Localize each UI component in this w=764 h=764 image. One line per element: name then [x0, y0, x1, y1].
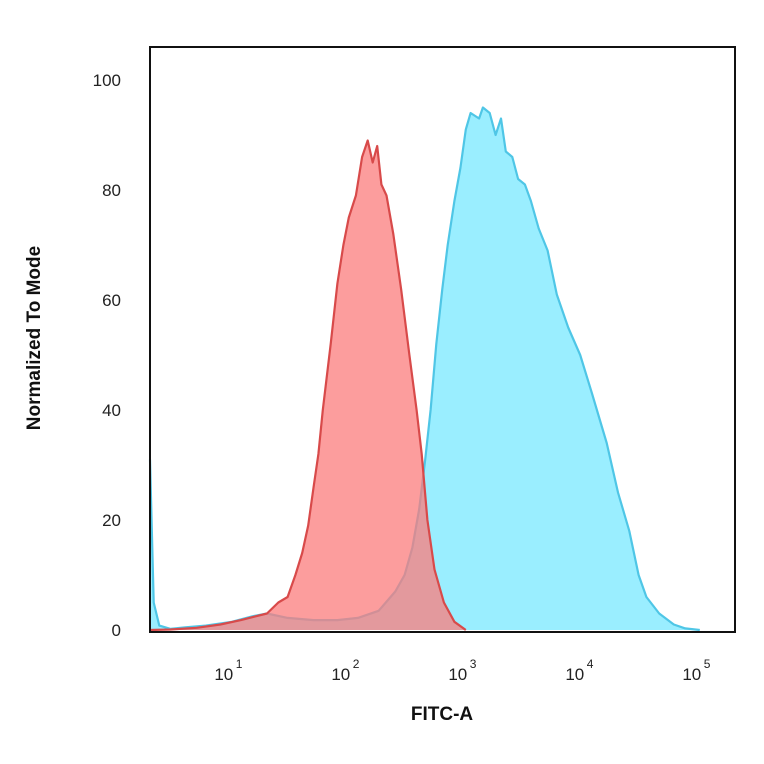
x-tick-label: 10 [331, 665, 350, 684]
histogram-outline-2 [149, 139, 467, 632]
y-tick-label: 0 [112, 621, 121, 640]
y-axis-tick-labels: 0 20 40 60 80 100 [93, 71, 121, 640]
x-tick-label: 10 [214, 665, 233, 684]
y-axis-title: Normalized To Mode [24, 246, 45, 430]
plot-area [148, 106, 700, 632]
x-axis-title: FITC-A [411, 704, 474, 725]
x-tick-exponent: 1 [236, 657, 243, 671]
x-tick-exponent: 2 [353, 657, 360, 671]
x-tick-exponent: 3 [470, 657, 477, 671]
histogram-area-1 [150, 107, 700, 630]
plot-frame [149, 46, 736, 633]
y-tick-label: 80 [102, 181, 121, 200]
x-tick-label: 10 [682, 665, 701, 684]
x-tick-label: 10 [565, 665, 584, 684]
x-tick-label: 10 [448, 665, 467, 684]
y-tick-label: 40 [102, 401, 121, 420]
x-tick-exponent: 5 [704, 657, 711, 671]
y-tick-label: 20 [102, 511, 121, 530]
y-tick-label: 100 [93, 71, 121, 90]
y-tick-label: 60 [102, 291, 121, 310]
x-tick-exponent: 4 [587, 657, 594, 671]
histogram-area-2 [150, 140, 466, 630]
